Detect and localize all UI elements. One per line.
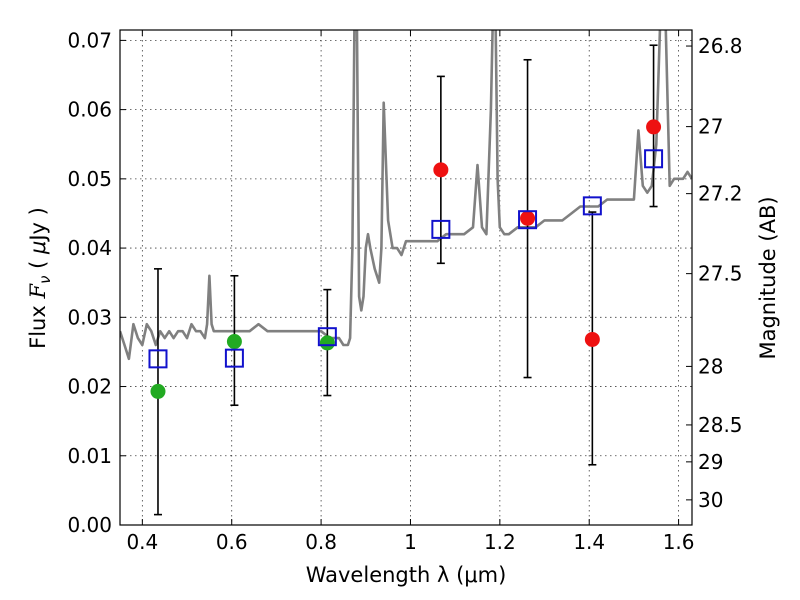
nir-data-point — [646, 119, 662, 135]
model-spectrum-line — [120, 30, 692, 361]
synthetic-photometry-square — [431, 219, 451, 239]
x-tick-label: 0.4 — [126, 530, 158, 554]
y2-tick-label: 28 — [698, 354, 723, 378]
y-axis-label: Flux Fν ( μJy ) — [26, 207, 54, 349]
y-tick-label: 0.06 — [67, 98, 112, 122]
nir-data-point — [433, 162, 449, 178]
synthetic-photometry-square — [518, 210, 538, 230]
optical-data-point — [226, 334, 242, 350]
y-tick-label: 0.03 — [67, 305, 112, 329]
x-tick-label: 1 — [404, 530, 417, 554]
y-tick-label: 0.07 — [67, 28, 112, 52]
x-tick-label: 0.8 — [305, 530, 337, 554]
x-tick-label: 1.2 — [484, 530, 516, 554]
y-tick-label: 0.02 — [67, 375, 112, 399]
y-tick-label: 0.01 — [67, 444, 112, 468]
plot-area — [120, 30, 692, 516]
y2-tick-label: 27.5 — [698, 262, 743, 286]
y-tick-label: 0.00 — [67, 513, 112, 537]
y2-tick-label: 26.8 — [698, 34, 743, 58]
x-tick-label: 1.6 — [663, 530, 695, 554]
nir-data-point — [520, 210, 536, 226]
x-tick-label: 0.6 — [216, 530, 248, 554]
y2-tick-label: 29 — [698, 450, 723, 474]
synthetic-photometry-square — [644, 149, 664, 169]
y2-tick-label: 28.5 — [698, 413, 743, 437]
x-tick-label: 1.4 — [573, 530, 605, 554]
x-axis-label: Wavelength λ (μm) — [306, 563, 507, 587]
y2-tick-label: 27 — [698, 115, 723, 139]
optical-data-point — [150, 383, 166, 399]
synthetic-photometry-square — [224, 348, 244, 368]
y2-axis-label: Magnitude (AB) — [756, 196, 780, 359]
synthetic-photometry-square — [317, 327, 337, 347]
axis-ticks: 0.4 0.6 0.8 1 1.2 1.4 1.6 0.00 0.01 0.02 0.03 0.04 0… — [67, 28, 742, 554]
synthetic-photometry-square — [582, 196, 602, 216]
y-tick-label: 0.05 — [67, 167, 112, 191]
nir-data-point — [584, 331, 600, 347]
plot-frame — [119, 29, 693, 526]
y2-tick-label: 30 — [698, 488, 723, 512]
synthetic-photometry-square — [148, 349, 168, 369]
optical-data-point — [319, 335, 335, 351]
y2-tick-label: 27.2 — [698, 182, 743, 206]
y-tick-label: 0.04 — [67, 236, 112, 260]
